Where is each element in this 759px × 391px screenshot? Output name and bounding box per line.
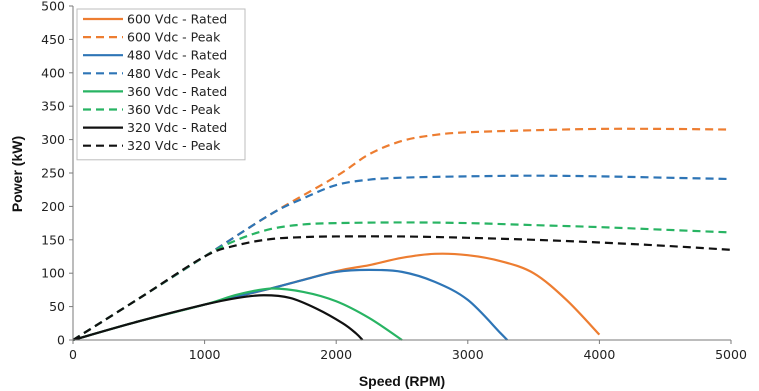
series-line-480-vdc-peak [72, 174, 732, 341]
legend-label: 600 Vdc - Rated [127, 12, 227, 27]
x-tick-label: 4000 [583, 347, 615, 362]
series-line-320-vdc-rated [72, 294, 364, 342]
legend-label: 320 Vdc - Peak [127, 138, 221, 153]
series-line-360-vdc-peak [72, 221, 732, 341]
plot-area [72, 127, 732, 342]
legend-label: 360 Vdc - Peak [127, 102, 221, 117]
legend-box [76, 8, 246, 161]
legend-label: 600 Vdc - Peak [127, 30, 221, 45]
y-tick-label: 500 [41, 0, 65, 14]
series-line-600-vdc-rated [72, 252, 601, 342]
series-line-320-vdc-peak [72, 235, 732, 341]
y-tick-label: 250 [41, 166, 65, 181]
x-axis-title: Speed (RPM) [359, 373, 445, 389]
x-tick-label: 5000 [715, 347, 747, 362]
series-line-480-vdc-rated [72, 268, 509, 342]
y-axis-title: Power (kW) [9, 136, 25, 212]
x-tick-label: 3000 [452, 347, 484, 362]
y-tick-label: 0 [57, 333, 65, 348]
legend-label: 480 Vdc - Rated [127, 48, 227, 63]
legend-label: 320 Vdc - Rated [127, 120, 227, 135]
y-tick-label: 450 [41, 32, 65, 47]
legend-label: 360 Vdc - Rated [127, 84, 227, 99]
y-tick-label: 100 [41, 266, 65, 281]
y-tick-label: 200 [41, 199, 65, 214]
y-tick-label: 50 [49, 299, 65, 314]
x-tick-label: 0 [69, 347, 77, 362]
x-tick-label: 1000 [189, 347, 221, 362]
legend: 600 Vdc - Rated 600 Vdc - Peak 480 Vdc - R… [76, 8, 246, 161]
y-tick-label: 300 [41, 132, 65, 147]
legend-label: 480 Vdc - Peak [127, 66, 221, 81]
x-tick-label: 2000 [320, 347, 352, 362]
y-tick-label: 150 [41, 232, 65, 247]
y-tick-label: 400 [41, 65, 65, 80]
y-tick-label: 350 [41, 99, 65, 114]
series-line-600-vdc-peak [72, 127, 732, 341]
